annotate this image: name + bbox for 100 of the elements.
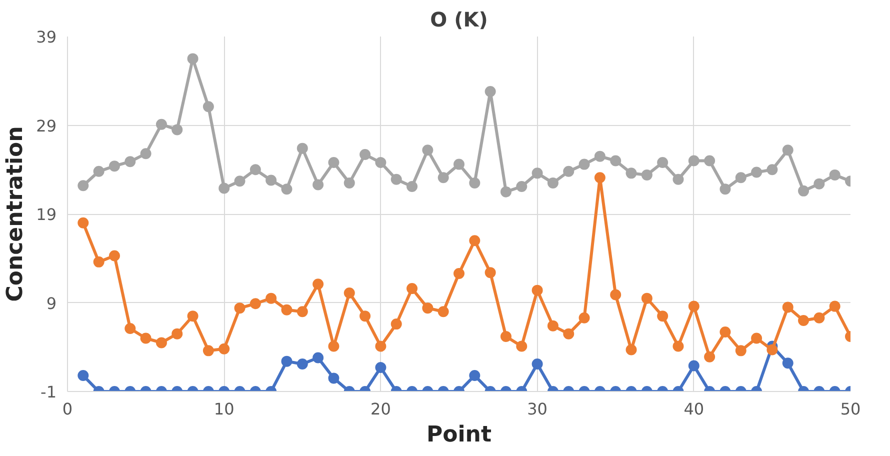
point [312,352,324,364]
point [281,304,292,316]
point [406,180,418,192]
point [344,177,355,188]
point [124,322,136,334]
point [108,250,120,262]
point [641,292,652,304]
point [78,180,89,192]
point [563,166,574,177]
point [672,340,684,352]
point [563,328,574,340]
point [172,328,183,340]
point [751,332,762,344]
y-tick-label: 29 [36,116,56,136]
x-axis-title: Point [426,422,492,448]
point [296,358,308,370]
point [78,217,89,228]
point [547,177,558,188]
y-tick-label: 19 [36,205,56,224]
point [798,315,810,326]
point [93,256,104,268]
point [469,370,480,382]
x-tick-label: 10 [214,400,234,418]
point [281,184,292,195]
point [438,172,449,184]
point [406,283,418,294]
point [814,178,825,190]
point [234,176,246,187]
y-axis-title: Concentration [3,126,28,302]
point [829,300,840,312]
point [296,306,308,318]
point [704,155,716,166]
x-tick-label: 30 [527,400,548,418]
point [500,330,512,342]
point [657,310,668,322]
x-tick-label: 50 [840,400,861,418]
chart-title: O (K) [430,8,488,32]
point [594,172,606,184]
point [532,358,543,370]
point [328,372,340,384]
point [578,312,590,324]
point [720,326,731,338]
point [782,302,794,313]
point [124,156,136,168]
point [140,148,152,160]
point [766,344,778,356]
point [108,160,120,172]
x-tick-label: 0 [62,400,73,418]
point [610,289,622,300]
x-tick-label: 20 [370,400,391,418]
point [814,312,825,324]
point [829,169,840,180]
point [469,177,480,188]
point [281,356,292,367]
point [516,340,528,352]
point [360,310,371,322]
y-tick-label: -1 [40,382,56,402]
point [766,164,778,176]
point [78,370,89,382]
point [500,186,512,198]
y-tick-label: 9 [46,294,57,313]
point [344,287,355,298]
point [688,155,700,166]
point [218,182,230,194]
point [672,174,684,185]
point [296,142,308,154]
x-tick-label: 40 [684,400,704,418]
point [735,345,746,356]
point [422,144,434,156]
point [218,343,230,354]
point [93,166,104,177]
point [704,351,716,362]
point [172,124,183,136]
point [360,149,371,160]
point [578,158,590,170]
point [438,306,449,318]
point [375,340,386,352]
point [594,150,606,162]
point [469,235,480,246]
point [782,144,794,156]
point [751,166,762,178]
point [422,302,434,314]
point [156,118,167,130]
y-tick-label: 39 [36,28,56,46]
point [782,358,794,369]
point [626,168,637,179]
point [312,179,324,190]
point [390,318,402,330]
point [688,360,700,372]
point [390,174,402,185]
point [720,184,731,195]
point [234,302,246,314]
point [250,298,261,310]
point [375,157,386,168]
point [735,172,746,184]
point [328,340,340,352]
point [657,157,668,168]
point [375,362,386,374]
point [626,344,637,356]
point [250,164,261,176]
